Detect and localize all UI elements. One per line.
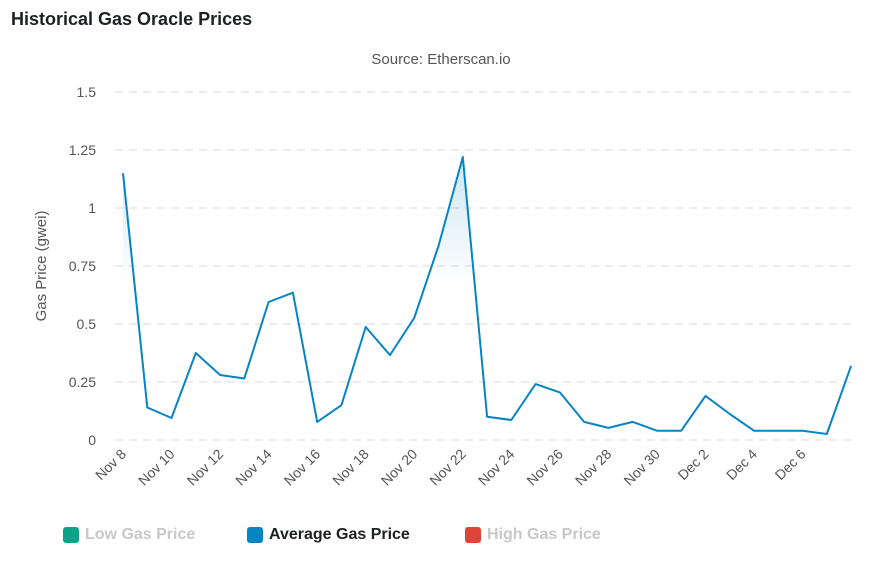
legend-item[interactable]: Low Gas Price [63,526,195,544]
legend-swatch [63,527,79,543]
legend-item[interactable]: Average Gas Price [247,526,410,544]
y-tick-label: 1.5 [77,84,97,100]
x-tick-label: Dec 4 [723,446,760,483]
legend-swatch [465,527,481,543]
series-area [123,157,852,440]
x-tick-label: Nov 26 [523,446,566,489]
x-tick-label: Nov 8 [92,446,129,483]
legend-label: Average Gas Price [269,526,410,543]
x-tick-label: Nov 10 [135,446,178,489]
x-tick-label: Nov 16 [281,446,324,489]
y-tick-label: 1 [88,200,96,216]
page-title: Historical Gas Oracle Prices [11,9,253,29]
x-tick-label: Nov 14 [232,446,275,489]
x-tick-label: Nov 24 [475,446,518,489]
y-tick-label: 0 [88,432,96,448]
x-tick-label: Nov 22 [426,446,469,489]
legend-item[interactable]: High Gas Price [465,526,601,544]
y-tick-label: 0.5 [77,316,97,332]
chart-subtitle: Source: Etherscan.io [371,51,510,68]
x-tick-label: Nov 30 [620,446,663,489]
x-tick-label: Nov 12 [184,446,227,489]
legend-label: High Gas Price [487,526,601,543]
x-tick-label: Nov 28 [572,446,615,489]
legend-label: Low Gas Price [85,526,196,543]
legend-swatch [247,527,263,543]
x-tick-label: Nov 18 [329,446,372,489]
x-tick-label: Nov 20 [378,446,421,489]
y-tick-label: 0.25 [69,374,96,390]
y-tick-label: 1.25 [69,142,96,158]
y-axis-label: Gas Price (gwei) [33,211,50,322]
y-tick-label: 0.75 [69,258,96,274]
x-tick-label: Dec 6 [772,446,809,483]
x-tick-label: Dec 2 [674,446,711,483]
